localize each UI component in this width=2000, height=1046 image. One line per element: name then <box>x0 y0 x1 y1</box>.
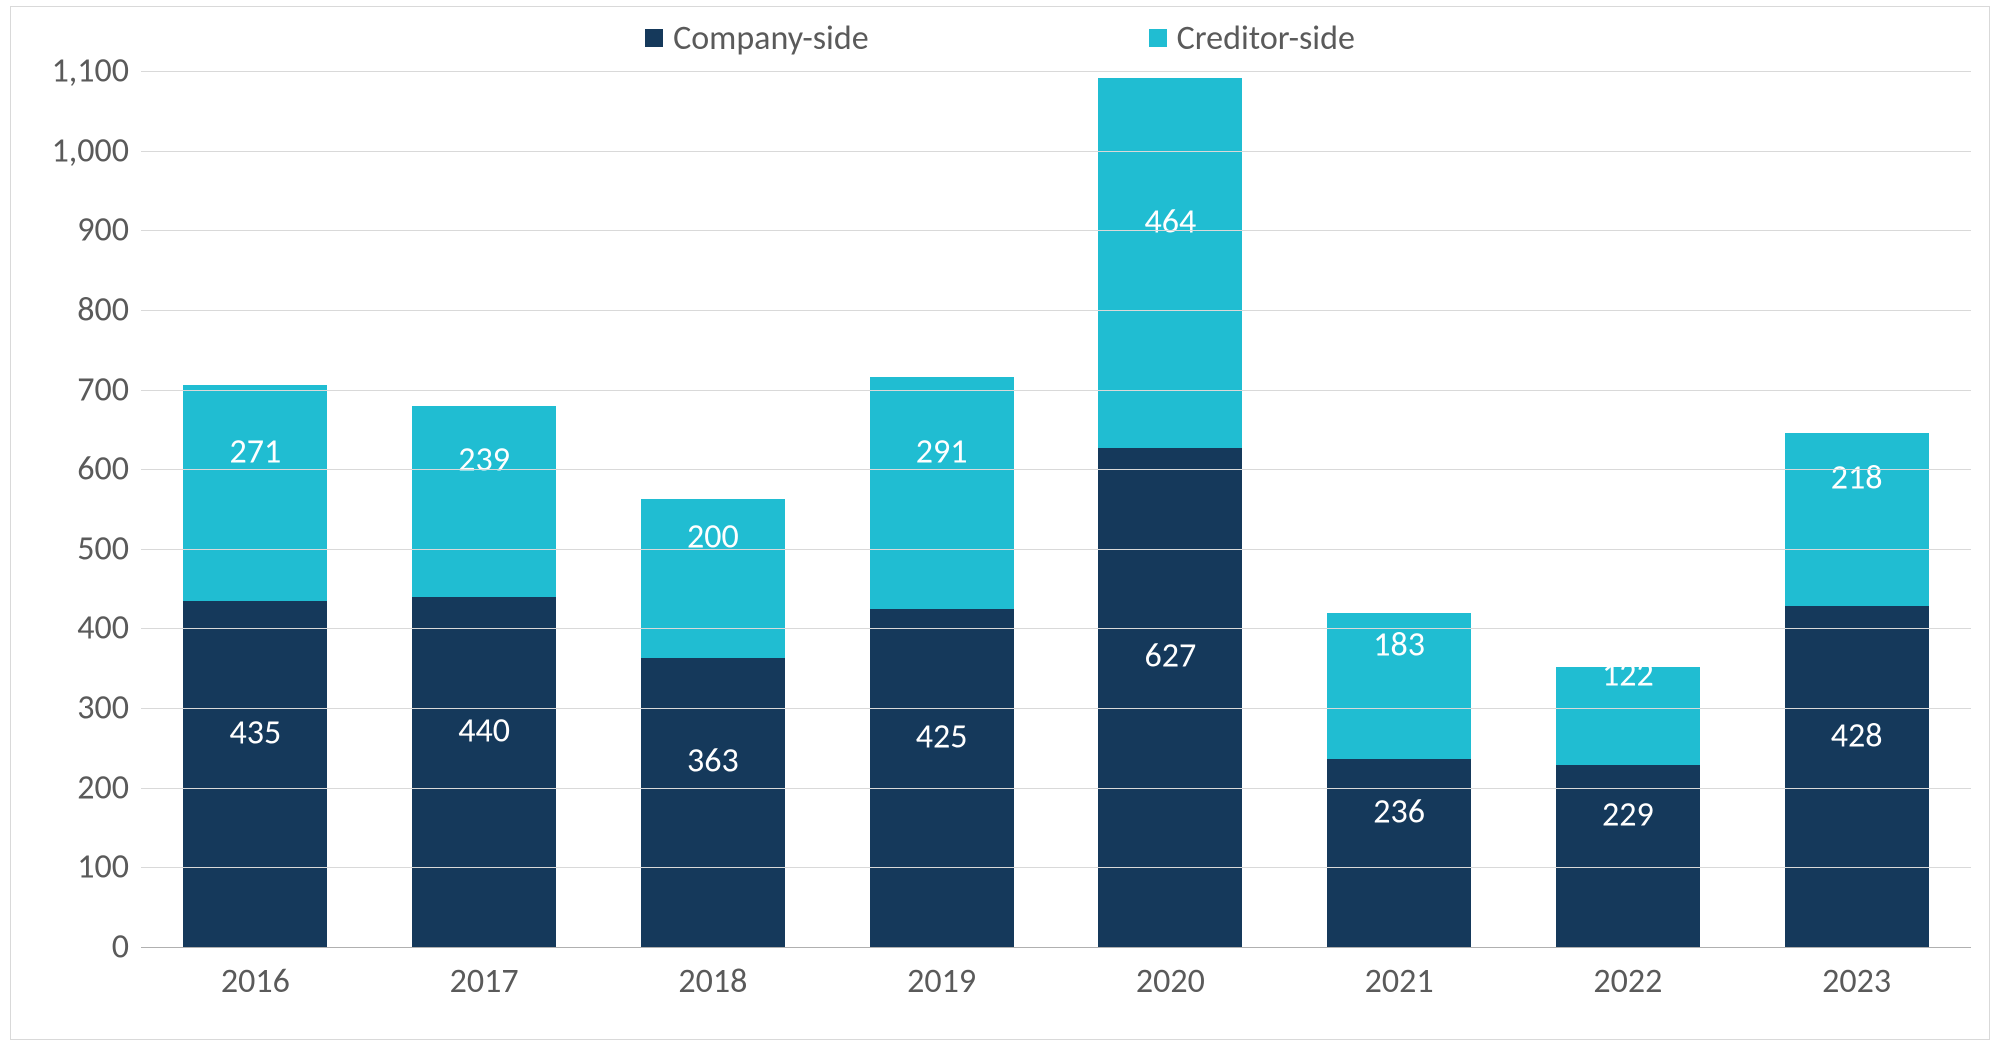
bar-value-label: 425 <box>870 716 1014 757</box>
bar-segment <box>1098 448 1242 947</box>
xtick-label: 2023 <box>1757 961 1957 1002</box>
bar-group: 435 271 <box>183 71 327 947</box>
xtick-label: 2022 <box>1528 961 1728 1002</box>
bar-group: 627 464 <box>1098 71 1242 947</box>
bar-segment <box>1556 765 1700 947</box>
xtick-label: 2017 <box>384 961 584 1002</box>
bar-value-label: 183 <box>1327 625 1471 666</box>
bar-value-label: 435 <box>183 712 327 753</box>
bar-value-label: 218 <box>1785 458 1929 499</box>
ytick-label: 500 <box>9 528 129 569</box>
ytick-label: 1,100 <box>9 51 129 92</box>
bar-group: 428 218 <box>1785 71 1929 947</box>
gridline <box>141 708 1971 709</box>
bar-segment <box>412 597 556 947</box>
xtick-label: 2020 <box>1070 961 1270 1002</box>
bar-value-label: 236 <box>1327 792 1471 833</box>
bar-segment <box>870 377 1014 609</box>
bar-value-label: 627 <box>1098 636 1242 677</box>
legend: Company-side Creditor-side <box>11 13 1989 63</box>
chart-frame: Company-side Creditor-side 435 271 440 239 3… <box>10 6 1990 1040</box>
gridline <box>141 310 1971 311</box>
bar-segment <box>641 658 785 947</box>
gridline <box>141 71 1971 72</box>
gridline <box>141 151 1971 152</box>
bar-group: 363 200 <box>641 71 785 947</box>
xtick-label: 2019 <box>842 961 1042 1002</box>
ytick-label: 900 <box>9 210 129 251</box>
ytick-label: 0 <box>9 927 129 968</box>
ytick-label: 200 <box>9 767 129 808</box>
legend-item-company: Company-side <box>645 18 869 59</box>
xtick-label: 2018 <box>613 961 813 1002</box>
bar-value-label: 291 <box>870 431 1014 472</box>
bar-value-label: 271 <box>183 431 327 472</box>
ytick-label: 800 <box>9 289 129 330</box>
xtick-label: 2016 <box>155 961 355 1002</box>
bar-value-label: 229 <box>1556 794 1700 835</box>
bar-value-label: 200 <box>641 517 785 558</box>
bar-value-label: 239 <box>412 440 556 481</box>
legend-swatch-creditor <box>1149 29 1167 47</box>
gridline <box>141 867 1971 868</box>
gridline <box>141 549 1971 550</box>
bars-container: 435 271 440 239 363 200 425 291 627 464 236 183 229 1… <box>141 71 1971 947</box>
bar-group: 425 291 <box>870 71 1014 947</box>
ytick-label: 600 <box>9 449 129 490</box>
ytick-label: 700 <box>9 369 129 410</box>
xtick-label: 2021 <box>1299 961 1499 1002</box>
gridline <box>141 628 1971 629</box>
gridline <box>141 788 1971 789</box>
bar-group: 236 183 <box>1327 71 1471 947</box>
ytick-label: 100 <box>9 847 129 888</box>
bar-segment <box>870 609 1014 947</box>
bar-group: 229 122 <box>1556 71 1700 947</box>
gridline <box>141 230 1971 231</box>
bar-value-label: 440 <box>412 710 556 751</box>
plot-area: 435 271 440 239 363 200 425 291 627 464 236 183 229 1… <box>141 71 1971 947</box>
legend-item-creditor: Creditor-side <box>1149 18 1355 59</box>
bar-value-label: 122 <box>1556 655 1700 696</box>
bar-segment <box>1785 606 1929 947</box>
ytick-label: 1,000 <box>9 130 129 171</box>
bar-segment <box>183 385 327 601</box>
ytick-label: 300 <box>9 688 129 729</box>
axis-baseline <box>141 947 1971 948</box>
legend-label-company: Company-side <box>673 18 869 59</box>
gridline <box>141 390 1971 391</box>
bar-segment <box>412 406 556 596</box>
ytick-label: 400 <box>9 608 129 649</box>
legend-swatch-company <box>645 29 663 47</box>
bar-value-label: 464 <box>1098 201 1242 242</box>
bar-value-label: 363 <box>641 741 785 782</box>
legend-label-creditor: Creditor-side <box>1177 18 1355 59</box>
bar-segment <box>1098 78 1242 448</box>
bar-group: 440 239 <box>412 71 556 947</box>
bar-segment <box>183 601 327 947</box>
bar-value-label: 428 <box>1785 715 1929 756</box>
gridline <box>141 469 1971 470</box>
